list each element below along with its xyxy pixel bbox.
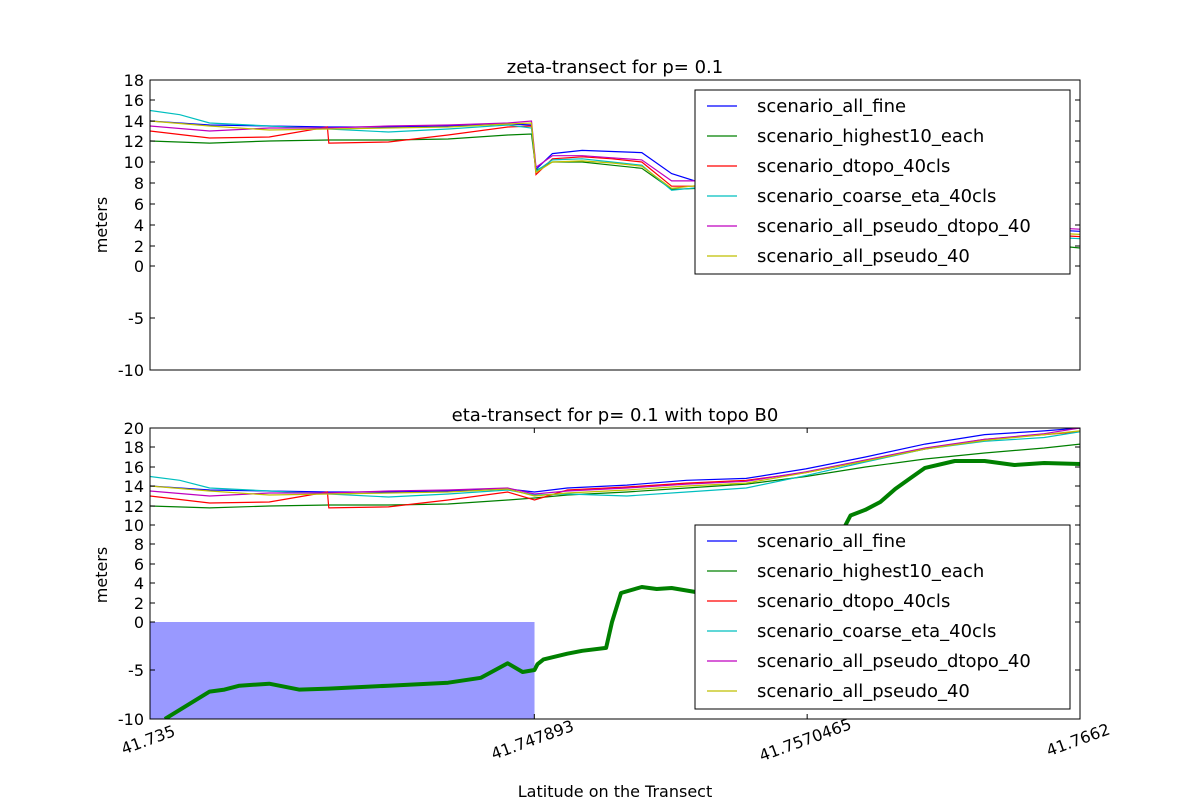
top-y-axis-label: meters bbox=[92, 197, 111, 253]
top-ytick-label: 4 bbox=[134, 216, 144, 235]
top-legend-label-4: scenario_coarse_eta_40cls bbox=[757, 186, 996, 207]
bottom-legend-label-2: scenario_highest10_each bbox=[757, 561, 984, 582]
top-legend-label-1: scenario_all_fine bbox=[757, 96, 906, 117]
top-ytick-label: 16 bbox=[124, 91, 144, 110]
top-ytick-label: 0 bbox=[134, 257, 144, 276]
top-ytick-label: 2 bbox=[134, 237, 144, 256]
bottom-xtick-label: 41.747893 bbox=[489, 716, 577, 763]
bottom-ytick-label: 12 bbox=[124, 497, 144, 516]
bottom-xtick-label: 41.7662 bbox=[1044, 720, 1113, 760]
bottom-series-line-3 bbox=[150, 431, 1080, 509]
bottom-ytick-label: 16 bbox=[124, 458, 144, 477]
bottom-series-line-1 bbox=[150, 428, 1080, 493]
top-legend-frame bbox=[694, 89, 1071, 275]
bottom-ytick-label: 6 bbox=[134, 555, 144, 574]
bottom-legend-label-6: scenario_all_pseudo_40 bbox=[757, 681, 970, 702]
top-panel: zeta-transect for p= 0.1 -10-50246810121… bbox=[92, 57, 1081, 380]
bottom-chart-title: eta-transect for p= 0.1 with topo B0 bbox=[452, 405, 779, 426]
bottom-legend-frame bbox=[694, 524, 1071, 710]
bottom-xtick-label: 41.7570465 bbox=[757, 714, 854, 765]
top-ytick-label: -10 bbox=[118, 361, 144, 380]
bottom-ytick-label: 18 bbox=[124, 438, 144, 457]
top-ytick-label: 8 bbox=[134, 174, 144, 193]
bottom-legend-label-1: scenario_all_fine bbox=[757, 531, 906, 552]
bottom-panel: eta-transect for p= 0.1 with topo B0 -10… bbox=[92, 405, 1112, 765]
top-legend-label-5: scenario_all_pseudo_dtopo_40 bbox=[757, 216, 1031, 237]
bottom-ytick-label: -10 bbox=[118, 710, 144, 729]
top-ytick-label: 10 bbox=[124, 153, 144, 172]
bottom-ytick-label: 2 bbox=[134, 594, 144, 613]
bottom-ytick-label: 14 bbox=[124, 477, 144, 496]
top-ytick-label: 14 bbox=[124, 112, 144, 131]
top-ytick-label: -5 bbox=[128, 309, 144, 328]
bottom-legend-label-4: scenario_coarse_eta_40cls bbox=[757, 621, 996, 642]
bottom-ytick-label: 4 bbox=[134, 574, 144, 593]
top-legend-label-6: scenario_all_pseudo_40 bbox=[757, 246, 970, 267]
bottom-y-axis-label: meters bbox=[92, 547, 111, 603]
top-legend: scenario_all_fine scenario_highest10_each… bbox=[694, 89, 1071, 275]
bottom-legend: scenario_all_fine scenario_highest10_each… bbox=[694, 524, 1071, 710]
bottom-water-fill bbox=[150, 622, 535, 719]
bottom-topography-line bbox=[163, 459, 1080, 719]
bottom-ytick-label: 0 bbox=[134, 613, 144, 632]
bottom-series-line-6 bbox=[150, 430, 1080, 497]
bottom-ytick-label: 10 bbox=[124, 516, 144, 535]
bottom-ytick-label: -5 bbox=[128, 661, 144, 680]
bottom-series-line-2 bbox=[150, 443, 1080, 509]
top-legend-label-3: scenario_dtopo_40cls bbox=[757, 156, 950, 177]
top-legend-label-2: scenario_highest10_each bbox=[757, 126, 984, 147]
top-chart-title: zeta-transect for p= 0.1 bbox=[507, 57, 723, 78]
bottom-axes-frame bbox=[149, 427, 1081, 720]
top-ytick-label: 12 bbox=[124, 132, 144, 151]
top-ytick-label: 6 bbox=[134, 195, 144, 214]
bottom-series-group bbox=[150, 428, 1080, 719]
bottom-series-line-5 bbox=[150, 428, 1080, 497]
bottom-legend-label-3: scenario_dtopo_40cls bbox=[757, 591, 950, 612]
x-axis-label: Latitude on the Transect bbox=[518, 782, 713, 800]
bottom-ytick-label: 8 bbox=[134, 535, 144, 554]
bottom-legend-label-5: scenario_all_pseudo_dtopo_40 bbox=[757, 651, 1031, 672]
bottom-ytick-label: 20 bbox=[124, 419, 144, 438]
top-ytick-label: 18 bbox=[124, 71, 144, 90]
